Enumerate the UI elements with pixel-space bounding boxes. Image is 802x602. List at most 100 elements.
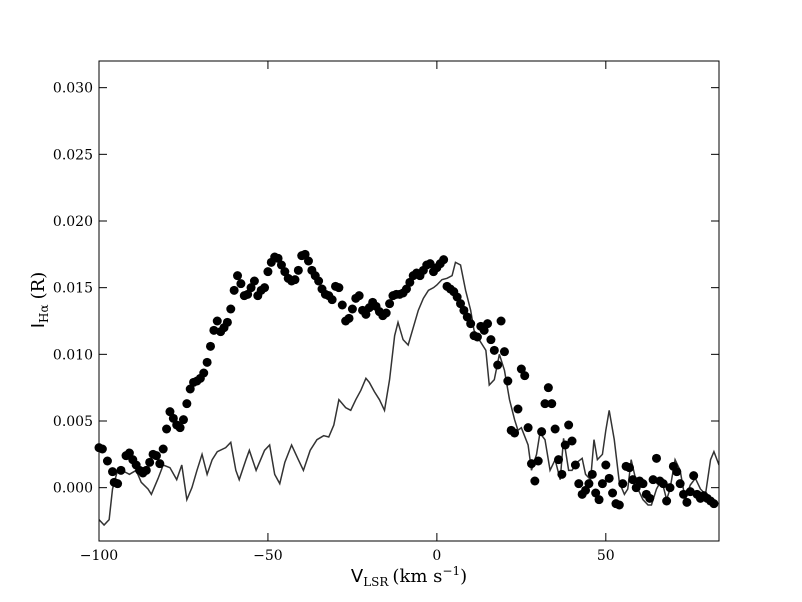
y-tick-label: 0.010 bbox=[53, 347, 93, 363]
point bbox=[604, 473, 614, 483]
point bbox=[489, 345, 499, 355]
point bbox=[185, 384, 195, 394]
point bbox=[574, 479, 584, 489]
y-axis-label: IHα (R) bbox=[28, 272, 51, 329]
point bbox=[614, 500, 624, 510]
point bbox=[510, 428, 520, 438]
x-tick-label: 50 bbox=[597, 548, 615, 564]
point bbox=[618, 479, 628, 489]
point bbox=[205, 341, 215, 351]
point bbox=[689, 471, 699, 481]
point bbox=[405, 277, 415, 287]
x-tick-label: 0 bbox=[432, 548, 441, 564]
point bbox=[533, 456, 543, 466]
point bbox=[587, 469, 597, 479]
point bbox=[520, 371, 530, 381]
point bbox=[314, 276, 324, 286]
point bbox=[162, 424, 172, 434]
point bbox=[243, 289, 253, 299]
point bbox=[337, 300, 347, 310]
point bbox=[466, 319, 476, 329]
point bbox=[202, 357, 212, 367]
point bbox=[672, 467, 682, 477]
point bbox=[212, 316, 222, 326]
point bbox=[493, 360, 503, 370]
point bbox=[638, 479, 648, 489]
point bbox=[182, 399, 192, 409]
point bbox=[334, 283, 344, 293]
point bbox=[679, 489, 689, 499]
point bbox=[537, 427, 547, 437]
point bbox=[662, 496, 672, 506]
point bbox=[472, 332, 482, 342]
point bbox=[385, 299, 395, 309]
point bbox=[347, 304, 357, 314]
point bbox=[290, 275, 300, 285]
x-label-sub: LSR bbox=[363, 575, 389, 589]
point bbox=[462, 312, 472, 322]
point bbox=[503, 376, 513, 386]
point bbox=[145, 457, 155, 467]
point bbox=[496, 316, 506, 326]
y-label-sub: Hα bbox=[37, 304, 51, 323]
point bbox=[165, 407, 175, 417]
point bbox=[479, 325, 489, 335]
point bbox=[709, 499, 719, 509]
point bbox=[601, 460, 611, 470]
point bbox=[651, 453, 661, 463]
point bbox=[226, 304, 236, 314]
point bbox=[608, 488, 618, 498]
point bbox=[581, 485, 591, 495]
point bbox=[168, 413, 178, 423]
y-label-rest: (R) bbox=[28, 272, 49, 300]
point bbox=[648, 475, 658, 485]
x-label-main: V bbox=[351, 566, 364, 587]
point bbox=[665, 483, 675, 493]
point bbox=[526, 459, 536, 469]
point bbox=[300, 249, 310, 259]
point bbox=[361, 309, 371, 319]
y-tick-label: 0.020 bbox=[53, 214, 93, 230]
point bbox=[327, 295, 337, 305]
point bbox=[567, 436, 577, 446]
point bbox=[543, 383, 553, 393]
point bbox=[584, 479, 594, 489]
point bbox=[597, 479, 607, 489]
point bbox=[530, 476, 540, 486]
point bbox=[236, 279, 246, 289]
point bbox=[483, 319, 493, 329]
point bbox=[175, 423, 185, 433]
point bbox=[557, 469, 567, 479]
x-tick-label: −50 bbox=[253, 548, 283, 564]
point bbox=[459, 305, 469, 315]
x-label-rest: (km s bbox=[392, 566, 442, 587]
point bbox=[523, 423, 533, 433]
x-tick-label: −100 bbox=[80, 548, 118, 564]
y-tick-label: 0.025 bbox=[53, 147, 93, 163]
y-tick-label: 0.030 bbox=[53, 81, 93, 97]
point bbox=[513, 404, 523, 414]
point bbox=[246, 283, 256, 293]
point bbox=[425, 259, 435, 269]
point bbox=[108, 467, 118, 477]
point bbox=[516, 364, 526, 374]
point bbox=[249, 276, 259, 286]
point bbox=[155, 459, 165, 469]
point bbox=[158, 444, 168, 454]
point bbox=[293, 265, 303, 275]
x-label-end: ) bbox=[460, 566, 467, 587]
point bbox=[303, 256, 313, 266]
point bbox=[540, 399, 550, 409]
point bbox=[124, 448, 134, 458]
point bbox=[631, 483, 641, 493]
y-tick-label: 0.005 bbox=[53, 414, 93, 430]
x-axis-label: VLSR (km s−1) bbox=[351, 564, 467, 589]
point bbox=[354, 291, 364, 301]
point bbox=[222, 317, 232, 327]
y-label-main: I bbox=[28, 323, 49, 328]
point bbox=[499, 347, 509, 357]
point bbox=[116, 465, 126, 475]
point bbox=[628, 475, 638, 485]
point bbox=[102, 456, 112, 466]
